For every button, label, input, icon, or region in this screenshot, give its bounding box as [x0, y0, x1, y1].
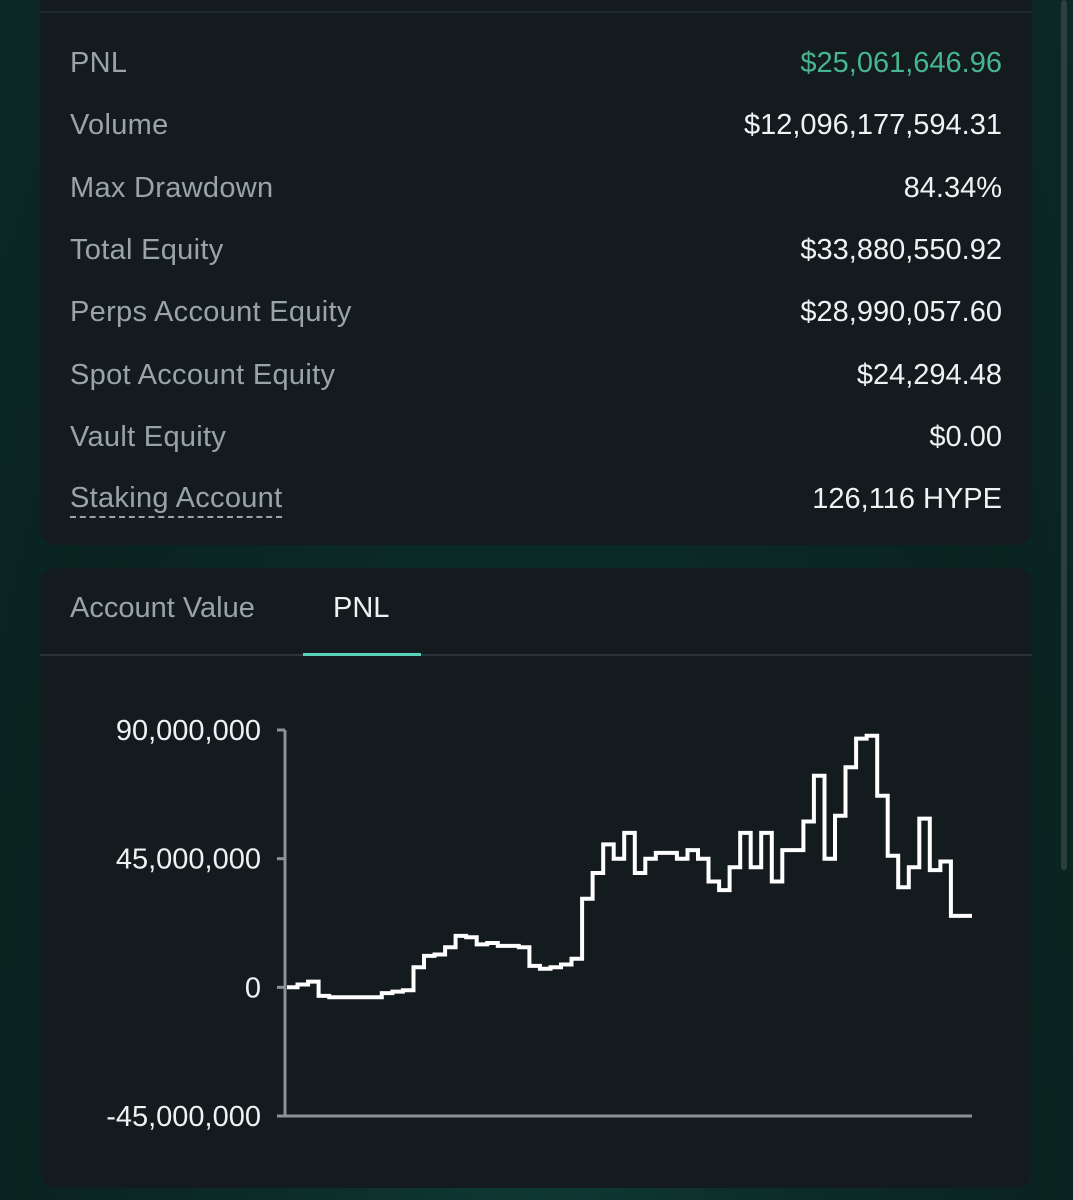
chart-tabs: Account Value PNL [40, 568, 1032, 656]
stat-label[interactable]: Staking Account [70, 481, 283, 518]
tab-account-value[interactable]: Account Value [70, 592, 255, 624]
stat-label: Vault Equity [70, 420, 227, 453]
page-scrollbar[interactable] [1061, 0, 1067, 870]
stat-value: 126,116 HYPE [812, 482, 1002, 515]
stat-label: PNL [70, 46, 128, 79]
stat-label: Volume [70, 108, 169, 141]
stat-row-total-equity: Total Equity $33,880,550.92 [70, 230, 1002, 270]
stat-label: Max Drawdown [70, 171, 274, 204]
chart-card: Account Value PNL 90,000,000 45,000,000 0 -… [40, 568, 1032, 1188]
stat-row-pnl: PNL $25,061,646.96 [70, 43, 1002, 83]
pnl-series-line[interactable] [287, 733, 972, 1000]
stat-label: Perps Account Equity [70, 295, 352, 328]
active-tab-indicator [303, 653, 421, 656]
y-tick-label: 90,000,000 [116, 715, 261, 747]
stat-row-spot-account-equity: Spot Account Equity $24,294.48 [70, 355, 1002, 395]
stat-value: $28,990,057.60 [800, 295, 1002, 328]
y-tick-label: -45,000,000 [106, 1101, 261, 1133]
stat-row-vault-equity: Vault Equity $0.00 [70, 417, 1002, 457]
stat-label: Total Equity [70, 233, 224, 266]
stat-value: $25,061,646.96 [800, 46, 1002, 79]
stat-row-volume: Volume $12,096,177,594.31 [70, 105, 1002, 145]
stat-value: $24,294.48 [856, 358, 1002, 391]
stat-row-staking-account: Staking Account 126,116 HYPE [70, 479, 1002, 519]
stat-value: $0.00 [929, 420, 1002, 453]
stat-value: $12,096,177,594.31 [743, 108, 1002, 141]
stat-label: Spot Account Equity [70, 358, 336, 391]
stat-row-perps-account-equity: Perps Account Equity $28,990,057.60 [70, 292, 1002, 332]
account-stats-card: PNL $25,061,646.96 Volume $12,096,177,594.3… [40, 0, 1032, 545]
card-divider [40, 11, 1032, 13]
y-tick-label: 0 [245, 972, 261, 1004]
stat-value: 84.34% [903, 171, 1002, 204]
stat-row-max-drawdown: Max Drawdown 84.34% [70, 168, 1002, 208]
stat-value: $33,880,550.92 [800, 233, 1002, 266]
y-tick-label: 45,000,000 [116, 844, 261, 876]
tab-pnl[interactable]: PNL [333, 592, 390, 624]
pnl-chart: 90,000,000 45,000,000 0 -45,000,000 [106, 715, 972, 1133]
